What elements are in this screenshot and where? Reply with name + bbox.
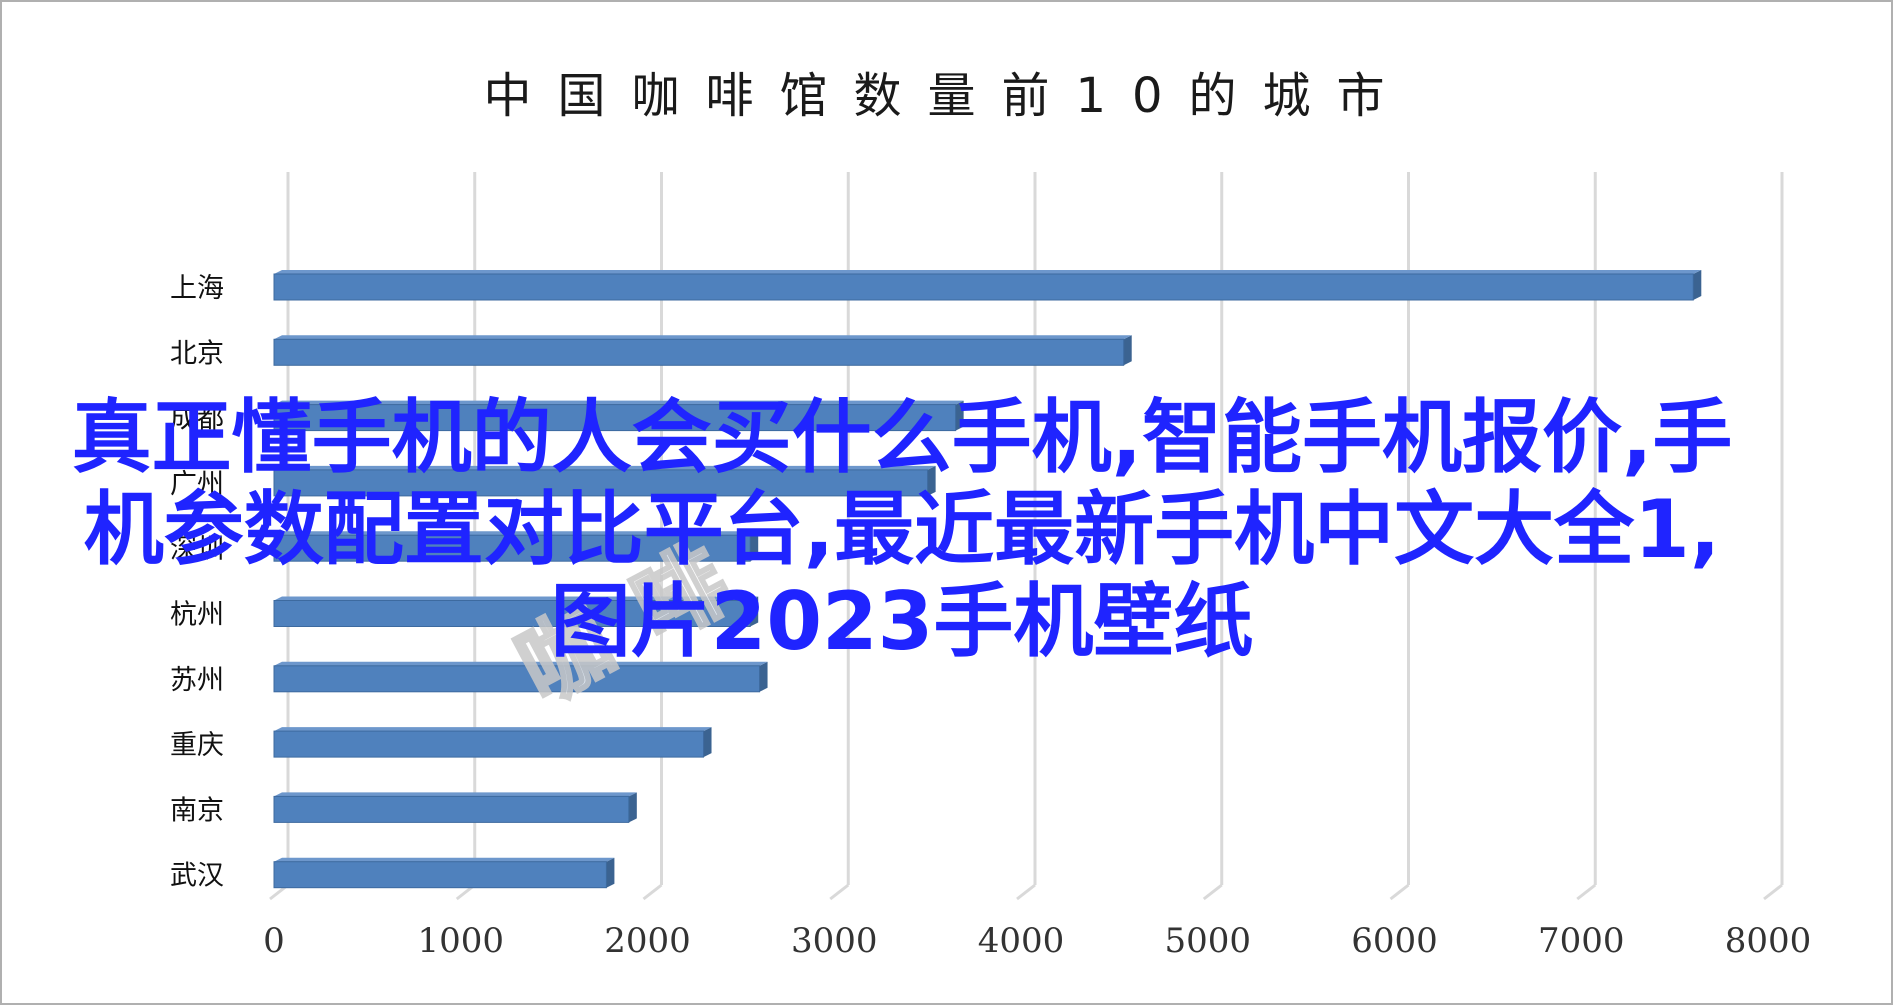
bar [273,861,607,889]
bar-side [1123,335,1132,366]
x-tick-label: 2000 [604,921,691,961]
bar [273,273,1694,301]
category-label: 深圳 [170,534,224,565]
bar [273,730,705,758]
bar-top [274,465,936,470]
bar-top [274,596,759,601]
category-label: 广州 [170,469,224,500]
bar [273,338,1125,366]
chart-title: 中国咖啡馆数量前10的城市 [483,68,1410,124]
bar-side [955,400,964,431]
category-label: 杭州 [170,600,224,631]
x-tick-label: 5000 [1164,921,1251,961]
gridline-base [1576,883,1597,901]
gridline-base [642,883,663,901]
x-tick-label: 4000 [978,921,1065,961]
category-label: 苏州 [170,665,224,696]
bar [273,600,751,627]
bar-side [1693,270,1702,300]
category-label: 上海 [170,273,224,304]
category-label: 南京 [170,795,224,826]
gridline-base [829,883,850,901]
gridline-base [1389,883,1410,901]
bar [273,795,630,823]
category-label: 北京 [170,338,224,369]
bar-side [759,661,768,692]
gridline-base [1763,883,1783,901]
bar-top [274,270,1702,274]
bar-side [606,857,615,888]
bar-side [750,596,759,627]
category-label: 成都 [170,404,224,435]
bar-side [628,792,637,823]
bar-top [274,857,615,862]
bar-top [274,400,964,405]
bar-side [927,465,936,496]
x-tick-label: 3000 [791,921,878,961]
x-tick-label: 8000 [1725,921,1812,961]
bar-top [274,531,759,536]
x-tick-label: 6000 [1351,921,1438,961]
x-tick-labels: 0 1000 2000 3000 4000 5000 6000 7000 8000 [263,921,1811,961]
bar-side [750,531,759,562]
bar [273,469,929,497]
bar-top [274,792,637,797]
bar [273,534,751,562]
x-tick-label: 0 [263,921,285,961]
bar [273,404,957,432]
category-label: 重庆 [170,730,224,761]
bars [273,270,1702,889]
category-label: 武汉 [170,861,224,892]
bar-top [274,661,768,666]
gridline-base [1016,883,1036,901]
bar-top [274,335,1132,340]
x-tick-label: 1000 [417,921,504,961]
bar-side [703,727,712,758]
bar [273,665,761,693]
bar-top [274,727,712,732]
x-tick-label: 7000 [1538,921,1625,961]
gridline-base [1202,883,1223,901]
